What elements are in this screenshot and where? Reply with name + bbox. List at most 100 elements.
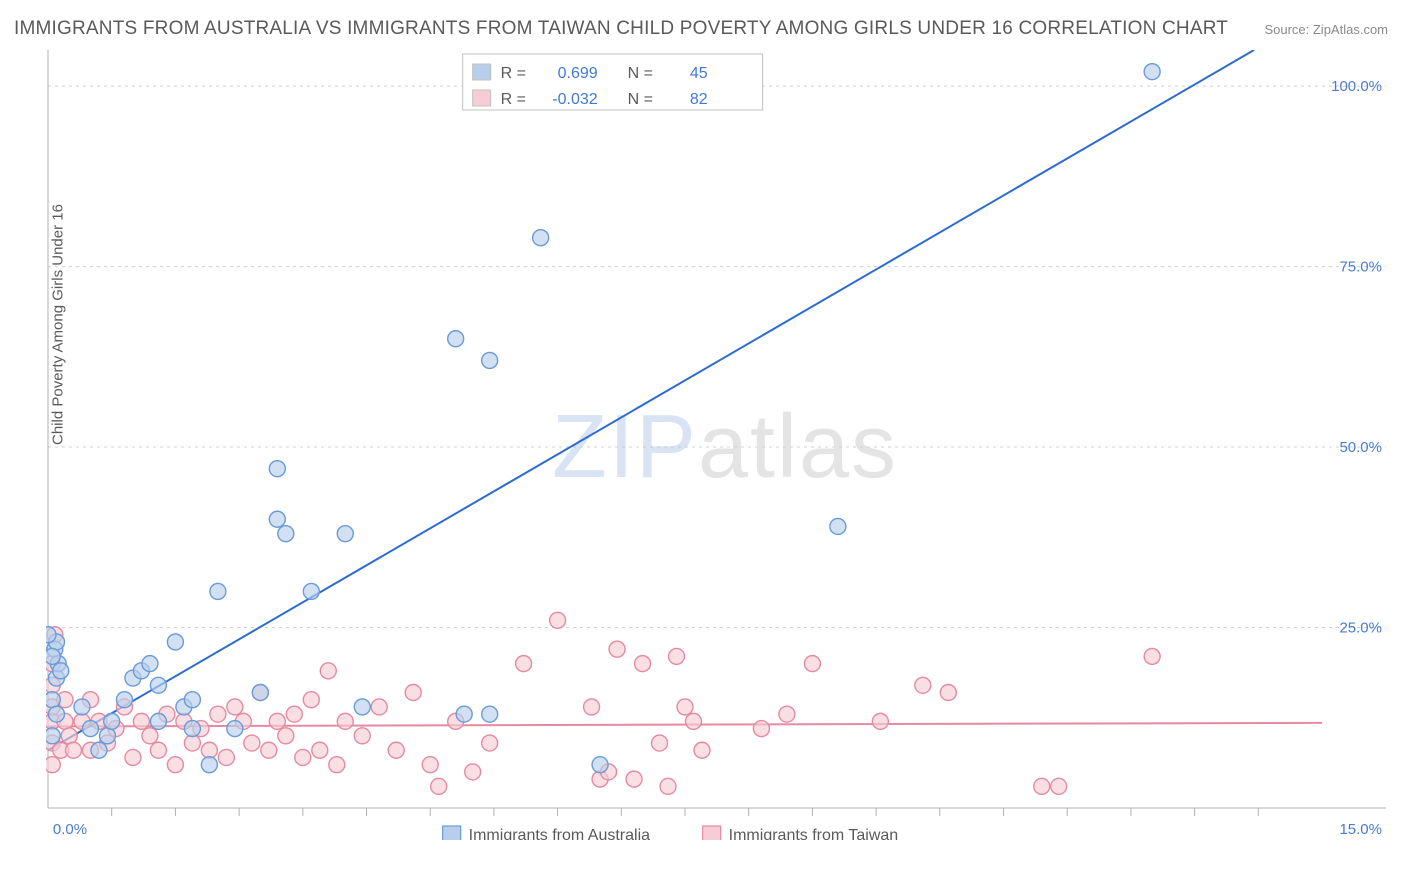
data-point: [74, 699, 90, 715]
data-point: [533, 230, 549, 246]
series-legend: Immigrants from Australia Immigrants from…: [443, 826, 899, 840]
data-point: [320, 663, 336, 679]
data-point: [592, 757, 608, 773]
svg-text:82: 82: [690, 91, 708, 108]
svg-text:N =: N =: [628, 65, 653, 82]
legend-swatch: [703, 826, 721, 840]
data-point: [1144, 64, 1160, 80]
legend-swatch: [473, 64, 491, 80]
data-point: [48, 706, 64, 722]
data-point: [371, 699, 387, 715]
svg-text:R =: R =: [501, 91, 526, 108]
data-point: [779, 706, 795, 722]
data-point: [150, 742, 166, 758]
data-point: [278, 728, 294, 744]
data-point: [685, 713, 701, 729]
data-point: [584, 699, 600, 715]
data-point: [244, 735, 260, 751]
data-point: [482, 352, 498, 368]
data-point: [201, 742, 217, 758]
data-point: [915, 677, 931, 693]
data-point: [46, 728, 60, 744]
data-point: [142, 728, 158, 744]
data-point: [65, 742, 81, 758]
data-point: [872, 713, 888, 729]
data-point: [116, 692, 132, 708]
data-point: [448, 331, 464, 347]
chart-title: IMMIGRANTS FROM AUSTRALIA VS IMMIGRANTS …: [14, 18, 1228, 40]
data-point: [677, 699, 693, 715]
data-point: [337, 526, 353, 542]
data-point: [550, 612, 566, 628]
svg-text:R =: R =: [501, 65, 526, 82]
chart-container: IMMIGRANTS FROM AUSTRALIA VS IMMIGRANTS …: [0, 0, 1406, 892]
data-point: [286, 706, 302, 722]
data-point: [218, 749, 234, 765]
data-point: [465, 764, 481, 780]
data-point: [669, 648, 685, 664]
data-point: [354, 728, 370, 744]
data-point: [104, 713, 120, 729]
y-tick-label: 50.0%: [1339, 439, 1382, 456]
data-point: [329, 757, 345, 773]
data-point: [337, 713, 353, 729]
data-point: [61, 728, 77, 744]
data-point: [99, 728, 115, 744]
data-point: [830, 518, 846, 534]
correlation-legend: R =0.699N =45R =-0.032N =82: [463, 54, 763, 110]
plot-area: Child Poverty Among Girls Under 16 25.0%…: [46, 50, 1386, 840]
trend-line: [48, 50, 1254, 750]
y-tick-label: 25.0%: [1339, 620, 1382, 637]
data-point: [278, 526, 294, 542]
data-point: [125, 749, 141, 765]
data-point: [252, 684, 268, 700]
y-tick-label: 100.0%: [1331, 78, 1382, 95]
data-point: [210, 583, 226, 599]
data-point: [46, 757, 60, 773]
data-point: [46, 648, 60, 664]
data-point: [269, 511, 285, 527]
data-point: [354, 699, 370, 715]
data-point: [184, 735, 200, 751]
data-point: [303, 692, 319, 708]
data-point: [388, 742, 404, 758]
data-point: [142, 656, 158, 672]
data-point: [940, 684, 956, 700]
data-point: [150, 677, 166, 693]
data-point: [303, 583, 319, 599]
data-point: [184, 721, 200, 737]
data-point: [609, 641, 625, 657]
data-point: [1144, 648, 1160, 664]
data-point: [46, 627, 56, 643]
svg-text:-0.032: -0.032: [552, 91, 597, 108]
data-point: [753, 721, 769, 737]
scatter-chart: 25.0%50.0%75.0%100.0%ZIPatlas0.0%15.0%R …: [46, 50, 1386, 840]
data-point: [422, 757, 438, 773]
source-attribution: Source: ZipAtlas.com: [1264, 22, 1388, 37]
data-point: [1051, 778, 1067, 794]
data-point: [1034, 778, 1050, 794]
legend-label: Immigrants from Taiwan: [729, 827, 899, 840]
data-point: [269, 461, 285, 477]
data-point: [482, 735, 498, 751]
data-point: [660, 778, 676, 794]
y-tick-label: 75.0%: [1339, 259, 1382, 276]
x-tick-label: 15.0%: [1339, 821, 1382, 838]
data-point: [312, 742, 328, 758]
data-point: [150, 713, 166, 729]
y-axis-label: Child Poverty Among Girls Under 16: [50, 204, 67, 445]
data-point: [804, 656, 820, 672]
svg-text:ZIPatlas: ZIPatlas: [552, 397, 898, 497]
legend-swatch: [473, 90, 491, 106]
data-point: [184, 692, 200, 708]
data-point: [227, 721, 243, 737]
data-point: [694, 742, 710, 758]
data-point: [46, 692, 60, 708]
data-point: [261, 742, 277, 758]
data-point: [82, 721, 98, 737]
svg-text:45: 45: [690, 65, 708, 82]
data-point: [652, 735, 668, 751]
legend-label: Immigrants from Australia: [469, 827, 650, 840]
data-point: [210, 706, 226, 722]
data-point: [227, 699, 243, 715]
